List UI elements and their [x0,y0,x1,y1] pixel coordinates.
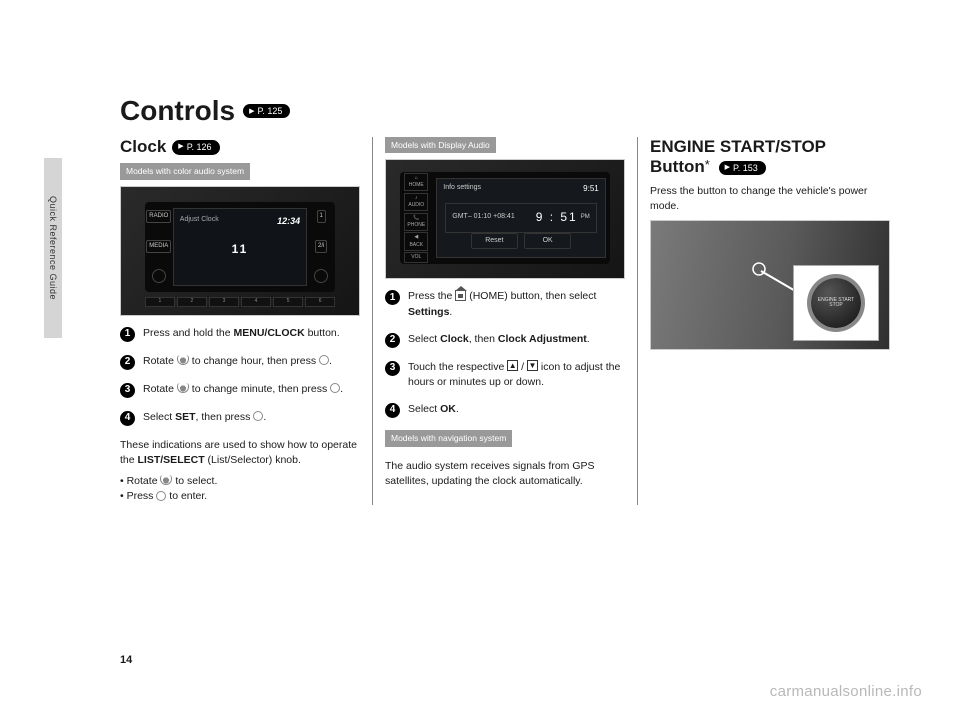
footer-para: These indications are used to show how t… [120,438,360,468]
step-num: 2 [120,355,135,370]
step: 3 Touch the respective ▲ / ▼ icon to adju… [385,360,625,390]
watermark: carmanualsonline.info [770,683,922,700]
radio-btn: RADIO [146,210,171,223]
step: 2 Rotate to change hour, then press . [120,354,360,370]
preset: 6 [305,297,335,307]
nav-para: The audio system receives signals from G… [385,459,625,489]
step-num: 4 [385,403,400,418]
step: 2 Select Clock, then Clock Adjustment. [385,332,625,348]
step: 1 Press the (HOME) button, then select Se… [385,289,625,319]
model-tag-color-audio: Models with color audio system [120,163,250,179]
step-num: 1 [385,290,400,305]
engine-star: * [705,157,710,172]
step-text: Select Clock, then Clock Adjustment. [408,332,625,347]
page-ref-clock: P. 126 [172,140,219,155]
bullet: Press to enter. [120,489,360,504]
engine-start-stop-button: ENGINE START STOP [811,278,861,328]
radio-btn: 2/i [315,240,327,253]
engine-heading-line1: ENGINE START/STOP [650,137,826,156]
clock-heading: Clock P. 126 [120,137,360,157]
col-clock: Clock P. 126 Models with color audio sys… [120,137,372,505]
engine-heading: ENGINE START/STOP Button* P. 153 [650,137,890,178]
preset: 2 [177,297,207,307]
page-number: 14 [120,654,132,666]
columns: Clock P. 126 Models with color audio sys… [120,137,890,505]
da-mid: GMT– 01:10 +08:41 9 : 51 PM [445,203,596,233]
engine-button-inset: ENGINE START STOP [793,265,879,341]
radio-screen: Adjust Clock 12:34 11 [173,208,307,286]
da-btn: 📞 PHONE [404,213,428,232]
da-top: Info settings [443,183,481,193]
step-num: 4 [120,411,135,426]
da-btn: VOL [404,252,428,263]
model-tag-display-audio: Models with Display Audio [385,137,496,153]
figure-audio-system: RADIO MEDIA Adjust Clock 12:34 11 1 2/i [120,186,360,316]
da-btn: ♪ AUDIO [404,193,428,212]
radio-screen-label: Adjust Clock [180,215,219,225]
page-ref-engine: P. 153 [719,161,766,176]
da-ok: OK [524,233,571,249]
radio-knob [314,269,328,283]
da-body: ⌂ HOME ♪ AUDIO 📞 PHONE ◀ BACK VOL Info s… [400,172,609,264]
col-display-audio: Models with Display Audio ⌂ HOME ♪ AUDIO… [372,137,637,505]
page: Quick Reference Guide Controls P. 125 Cl… [0,0,960,722]
radio-clock: 12:34 [277,215,300,228]
bullet: Rotate to select. [120,474,360,489]
radio-btn: 1 [317,210,326,223]
step-text: Press the (HOME) button, then select Set… [408,289,625,319]
step-num: 1 [120,327,135,342]
step-text: Select SET, then press . [143,410,360,425]
radio-big-digit: 11 [174,241,306,258]
content-area: Controls P. 125 Clock P. 126 Models with… [120,95,890,505]
step-text: Press and hold the MENU/CLOCK button. [143,326,360,341]
da-mid-big: 9 : 51 [536,209,578,226]
preset: 3 [209,297,239,307]
steps-col1: 1 Press and hold the MENU/CLOCK button. 2… [120,326,360,426]
page-ref-main: P. 125 [243,104,290,118]
da-mid-text: GMT– 01:10 +08:41 [452,212,535,222]
preset: 5 [273,297,303,307]
figure-engine-button: ENGINE START STOP [650,220,890,350]
figure-display-audio: ⌂ HOME ♪ AUDIO 📞 PHONE ◀ BACK VOL Info s… [385,159,625,279]
col-engine: ENGINE START/STOP Button* P. 153 Press t… [637,137,890,505]
step-num: 3 [385,361,400,376]
step-text: Select OK. [408,402,625,417]
step-num: 2 [385,333,400,348]
side-tab: Quick Reference Guide [44,158,62,338]
step: 3 Rotate to change minute, then press . [120,382,360,398]
step-text: Rotate to change hour, then press . [143,354,360,369]
step-text: Touch the respective ▲ / ▼ icon to adjus… [408,360,625,390]
engine-para: Press the button to change the vehicle's… [650,184,890,214]
model-tag-nav: Models with navigation system [385,430,512,446]
radio-knob [152,269,166,283]
da-reset: Reset [471,233,518,249]
steps-col2: 1 Press the (HOME) button, then select Se… [385,289,625,418]
engine-heading-line2: Button [650,157,705,176]
radio-btn: MEDIA [146,240,171,253]
footer-bullets: Rotate to select. Press to enter. [120,474,360,504]
da-mid-suffix: PM [581,213,590,222]
step: 4 Select SET, then press . [120,410,360,426]
page-title: Controls P. 125 [120,95,890,127]
preset: 1 [145,297,175,307]
da-clock: 9:51 [583,183,599,195]
radio-side-right: 1 2/i [307,202,335,292]
step-text: Rotate to change minute, then press . [143,382,360,397]
step-num: 3 [120,383,135,398]
preset: 4 [241,297,271,307]
da-screen: Info settings 9:51 GMT– 01:10 +08:41 9 :… [436,178,605,258]
clock-heading-text: Clock [120,137,166,157]
step: 4 Select OK. [385,402,625,418]
radio-side-left: RADIO MEDIA [145,202,173,292]
da-btn: ◀ BACK [404,232,428,251]
page-title-text: Controls [120,95,235,127]
da-side: ⌂ HOME ♪ AUDIO 📞 PHONE ◀ BACK VOL [400,172,432,264]
step: 1 Press and hold the MENU/CLOCK button. [120,326,360,342]
radio-body: RADIO MEDIA Adjust Clock 12:34 11 1 2/i [145,202,335,292]
radio-preset-row: 1 2 3 4 5 6 [145,297,335,307]
da-btn: ⌂ HOME [404,173,428,192]
da-buttons: Reset OK [471,233,572,249]
